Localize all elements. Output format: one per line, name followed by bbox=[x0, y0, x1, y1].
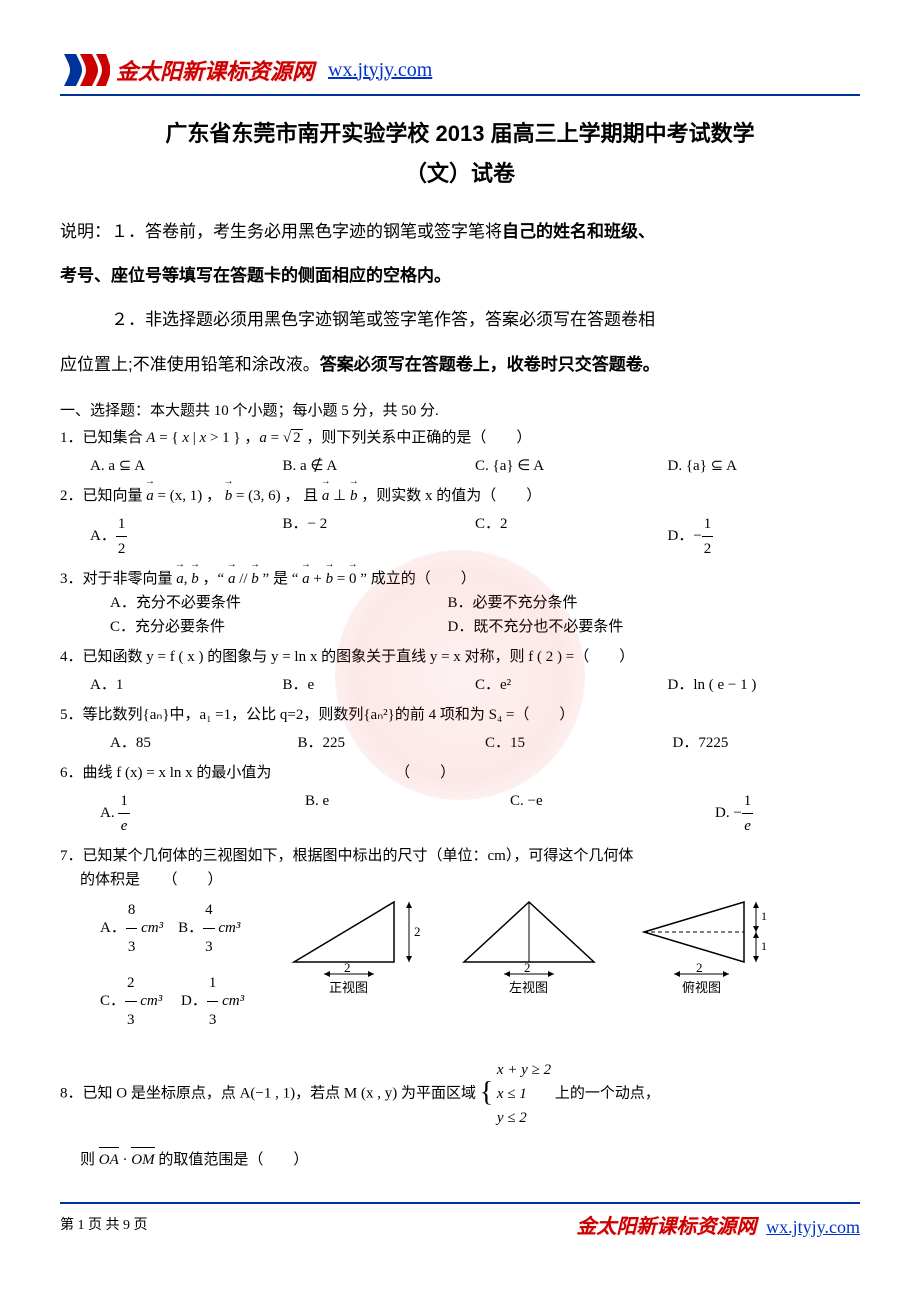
svg-text:1: 1 bbox=[761, 939, 767, 953]
q7-opt-d: D．13 cm³ bbox=[181, 993, 244, 1009]
q2-opt-a: A．12 bbox=[90, 512, 283, 561]
brand-name: 金太阳新课标资源网 bbox=[116, 54, 314, 86]
q5-opt-d: D．7225 bbox=[673, 731, 861, 755]
q2-opt-c: C．2 bbox=[475, 512, 668, 561]
exam-title-1: 广东省东莞市南开实验学校 2013 届高三上学期期中考试数学 bbox=[60, 116, 860, 148]
question-8: 8．已知 O 是坐标原点，点 A(−1 , 1)，若点 M (x , y) 为平… bbox=[60, 1058, 860, 1172]
q3-opt-d: D．既不充分也不必要条件 bbox=[448, 615, 786, 639]
q6-blank: （ ） bbox=[395, 765, 455, 781]
q7-opt-b: B．43 cm³ bbox=[178, 920, 240, 936]
q3-options-row2: C．充分必要条件 D．既不充分也不必要条件 bbox=[110, 615, 860, 639]
q7-diagrams: 2 2 正视图 2 左视图 bbox=[284, 892, 774, 1038]
q3-stem: 3．对于非零向量 a, b ，“ a // b ” 是 “ a + b = 0 … bbox=[60, 571, 476, 587]
q7-opt-c: C．23 cm³ bbox=[100, 993, 162, 1009]
page-footer: 第 1 页 共 9 页 金太阳新课标资源网 wx.jtyjy.com bbox=[60, 1202, 860, 1239]
q1-opt-c: C. {a} ∈ A bbox=[475, 454, 668, 478]
footer-url[interactable]: wx.jtyjy.com bbox=[766, 1217, 860, 1237]
q8-cond-2: x ≤ 1 bbox=[497, 1082, 551, 1106]
instr-p1a: 说明：１．答卷前，考生务必用黑色字迹的钢笔或签字笔将 bbox=[60, 222, 502, 241]
q6-options: A. 1e B. e C. −e D. −1e bbox=[100, 789, 860, 838]
q7-stem-1: 7．已知某个几何体的三视图如下，根据图中标出的尺寸（单位：cm），可得这个几何体 bbox=[60, 844, 860, 868]
svg-text:俯视图: 俯视图 bbox=[682, 980, 721, 995]
question-1: 1．已知集合 A = { x | x > 1 } ，a = 2 ，则下列关系中正… bbox=[60, 426, 860, 478]
q6-opt-b: B. e bbox=[305, 789, 450, 838]
instr-p1b: 自己的姓名和班级、 bbox=[502, 222, 655, 241]
q2-options: A．12 B．− 2 C．2 D．−12 bbox=[90, 512, 860, 561]
q7-options: A．83 cm³ B．43 cm³ C．23 cm³ D．13 cm³ bbox=[100, 892, 244, 1038]
svg-text:1: 1 bbox=[761, 909, 767, 923]
question-4: 4．已知函数 y = f ( x ) 的图象与 y = ln x 的图象关于直线… bbox=[60, 645, 860, 697]
q1-options: A. a ⊆ A B. a ∉ A C. {a} ∈ A D. {a} ⊆ A bbox=[90, 454, 860, 478]
q4-opt-d: D．ln ( e − 1 ) bbox=[668, 673, 861, 697]
page-header: 金太阳新课标资源网 wx.jtyjy.com bbox=[60, 50, 860, 96]
question-7: 7．已知某个几何体的三视图如下，根据图中标出的尺寸（单位：cm），可得这个几何体… bbox=[60, 844, 860, 1038]
q7-stem-2: 的体积是 （ ） bbox=[80, 868, 860, 892]
q1-opt-a: A. a ⊆ A bbox=[90, 454, 283, 478]
svg-text:2: 2 bbox=[524, 960, 531, 975]
question-6: 6．曲线 f (x) = x ln x 的最小值为 （ ） A. 1e B. e… bbox=[60, 761, 860, 838]
q8-cond-3: y ≤ 2 bbox=[497, 1106, 551, 1130]
instructions: 说明：１．答卷前，考生务必用黑色字迹的钢笔或签字笔将自己的姓名和班级、 考号、座… bbox=[60, 210, 860, 387]
brand-url[interactable]: wx.jtyjy.com bbox=[328, 59, 432, 82]
q5-opt-a: A．85 bbox=[110, 731, 298, 755]
svg-text:2: 2 bbox=[344, 960, 351, 975]
exam-title-2: （文）试卷 bbox=[60, 156, 860, 188]
svg-text:左视图: 左视图 bbox=[509, 980, 548, 995]
q5-opt-c: C．15 bbox=[485, 731, 673, 755]
q4-opt-a: A．1 bbox=[90, 673, 283, 697]
q3-opt-a: A．充分不必要条件 bbox=[110, 591, 448, 615]
question-5: 5．等比数列{aₙ}中，a₁ =1，公比 q=2，则数列{aₙ²}的前 4 项和… bbox=[60, 703, 860, 755]
q4-stem: 4．已知函数 y = f ( x ) 的图象与 y = ln x 的图象关于直线… bbox=[60, 649, 634, 665]
instr-p2: 考号、座位号等填写在答题卡的侧面相应的空格内。 bbox=[60, 254, 860, 298]
svg-text:正视图: 正视图 bbox=[329, 980, 368, 995]
footer-brand: 金太阳新课标资源网 bbox=[576, 1216, 756, 1238]
q1-stem: 1．已知集合 A = { x | x > 1 } ，a = 2 ，则下列关系中正… bbox=[60, 430, 531, 446]
q8-cond-1: x + y ≥ 2 bbox=[497, 1058, 551, 1082]
q8-stem-b: 上的一个动点， bbox=[555, 1085, 660, 1101]
section-1-heading: 一、选择题：本大题共 10 个小题；每小题 5 分，共 50 分. bbox=[60, 399, 860, 420]
q1-opt-b: B. a ∉ A bbox=[283, 454, 476, 478]
q8-stem-2: 则 OA · OM 的取值范围是（ ） bbox=[80, 1148, 860, 1172]
q6-opt-c: C. −e bbox=[510, 789, 655, 838]
svg-text:2: 2 bbox=[696, 960, 703, 975]
brand-logo-icon bbox=[60, 50, 110, 90]
instr-p3: ２．非选择题必须用黑色字迹钢笔或签字笔作答，答案必须写在答题卷相 bbox=[60, 298, 860, 342]
q6-opt-a: A. 1e bbox=[100, 789, 245, 838]
q4-opt-c: C．e² bbox=[475, 673, 668, 697]
q2-opt-d: D．−12 bbox=[668, 512, 861, 561]
q5-options: A．85 B．225 C．15 D．7225 bbox=[110, 731, 860, 755]
q3-opt-c: C．充分必要条件 bbox=[110, 615, 448, 639]
q3-options-row1: A．充分不必要条件 B．必要不充分条件 bbox=[110, 591, 860, 615]
question-3: 3．对于非零向量 a, b ，“ a // b ” 是 “ a + b = 0 … bbox=[60, 567, 860, 639]
q5-opt-b: B．225 bbox=[298, 731, 486, 755]
side-view-icon: 2 左视图 bbox=[454, 892, 604, 1002]
page-number: 第 1 页 共 9 页 bbox=[60, 1214, 148, 1234]
q4-options: A．1 B．e C．e² D．ln ( e − 1 ) bbox=[90, 673, 860, 697]
q2-stem: 2．已知向量 a = (x, 1) ， b = (3, 6) ， 且 a ⊥ b… bbox=[60, 488, 541, 504]
q3-opt-b: B．必要不充分条件 bbox=[448, 591, 786, 615]
q8-stem-a: 8．已知 O 是坐标原点，点 A(−1 , 1)，若点 M (x , y) 为平… bbox=[60, 1085, 480, 1101]
q7-opt-a: A．83 cm³ bbox=[100, 920, 163, 936]
q6-stem: 6．曲线 f (x) = x ln x 的最小值为 bbox=[60, 765, 271, 781]
svg-text:2: 2 bbox=[414, 924, 421, 939]
q5-stem: 5．等比数列{aₙ}中，a₁ =1，公比 q=2，则数列{aₙ²}的前 4 项和… bbox=[60, 707, 574, 723]
q6-opt-d: D. −1e bbox=[715, 789, 860, 838]
q1-opt-d: D. {a} ⊆ A bbox=[668, 454, 861, 478]
q2-opt-b: B．− 2 bbox=[283, 512, 476, 561]
top-view-icon: 1 1 2 俯视图 bbox=[634, 892, 774, 1002]
q4-opt-b: B．e bbox=[283, 673, 476, 697]
instr-p4b: 答案必须写在答题卷上，收卷时只交答题卷。 bbox=[320, 355, 660, 374]
front-view-icon: 2 2 正视图 bbox=[284, 892, 424, 1002]
instr-p4a: 应位置上;不准使用铅笔和涂改液。 bbox=[60, 355, 320, 374]
question-2: 2．已知向量 a = (x, 1) ， b = (3, 6) ， 且 a ⊥ b… bbox=[60, 484, 860, 561]
